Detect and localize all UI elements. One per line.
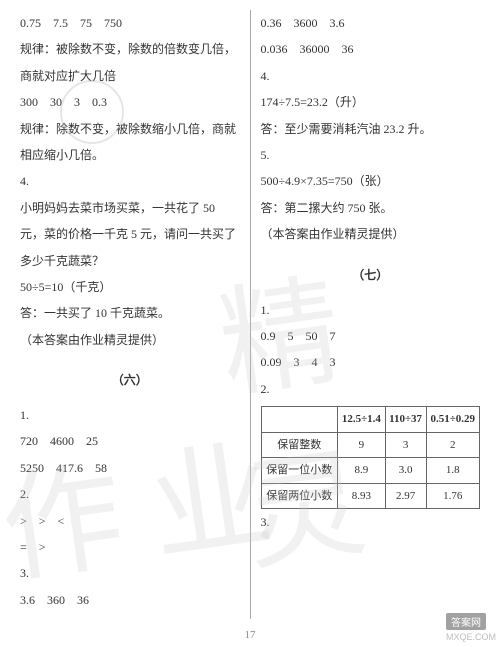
table-row-label: 保留整数	[261, 432, 338, 458]
text-line: 5250 417.6 58	[20, 455, 240, 481]
text-line: 3.6 360 36	[20, 587, 240, 613]
left-column: 0.75 7.5 75 750 规律：被除数不变，除数的倍数变几倍，商就对应扩大…	[12, 10, 248, 619]
table-cell: 1.8	[426, 458, 479, 484]
column-divider	[250, 10, 251, 619]
table-header-cell	[261, 407, 338, 433]
rounding-table: 12.5÷1.4 110÷37 0.51÷0.29 保留整数 9 3 2 保留一…	[261, 406, 481, 509]
table-cell: 8.9	[338, 458, 386, 484]
text-line: 1.	[20, 402, 240, 428]
table-cell: 2	[426, 432, 479, 458]
table-cell: 3.0	[385, 458, 426, 484]
text-line: 0.036 36000 36	[261, 36, 481, 62]
table-cell: 1.76	[426, 483, 479, 509]
text-line: 规律：被除数不变，除数的倍数变几倍，商就对应扩大几倍	[20, 36, 240, 89]
table-header-row: 12.5÷1.4 110÷37 0.51÷0.29	[261, 407, 480, 433]
text-line: 2.	[261, 376, 481, 402]
text-line: 3.	[20, 560, 240, 586]
table-cell: 9	[338, 432, 386, 458]
table-cell: 2.97	[385, 483, 426, 509]
table-row-label: 保留两位小数	[261, 483, 338, 509]
text-line: > > <	[20, 508, 240, 534]
text-line: 答：至少需要消耗汽油 23.2 升。	[261, 116, 481, 142]
table-header-cell: 12.5÷1.4	[338, 407, 386, 433]
text-line: （本答案由作业精灵提供）	[20, 327, 240, 353]
text-line: 0.75 7.5 75 750	[20, 10, 240, 36]
text-line: 300 30 3 0.3	[20, 89, 240, 115]
text-line: 0.36 3600 3.6	[261, 10, 481, 36]
table-cell: 3	[385, 432, 426, 458]
text-line: 答：一共买了 10 千克蔬菜。	[20, 300, 240, 326]
section-seven-title: （七）	[261, 266, 481, 283]
section-six-title: （六）	[20, 371, 240, 388]
text-line: 5.	[261, 142, 481, 168]
text-line: = >	[20, 534, 240, 560]
table-row: 保留一位小数 8.9 3.0 1.8	[261, 458, 480, 484]
text-line: 4.	[261, 63, 481, 89]
right-column: 0.36 3600 3.6 0.036 36000 36 4. 174÷7.5=…	[253, 10, 489, 619]
table-header-cell: 0.51÷0.29	[426, 407, 479, 433]
text-line: 174÷7.5=23.2（升）	[261, 89, 481, 115]
text-line: 3.	[261, 509, 481, 535]
table-row-label: 保留一位小数	[261, 458, 338, 484]
text-line: 0.09 3 4 3	[261, 349, 481, 375]
table-cell: 8.93	[338, 483, 386, 509]
text-line: 50÷5=10（千克）	[20, 274, 240, 300]
text-line: （本答案由作业精灵提供）	[261, 221, 481, 247]
text-line: 小明妈妈去菜市场买菜，一共花了 50 元，菜的价格一千克 5 元，请问一共买了多…	[20, 195, 240, 274]
page-number: 17	[0, 629, 500, 641]
page-container: 0.75 7.5 75 750 规律：被除数不变，除数的倍数变几倍，商就对应扩大…	[0, 0, 500, 647]
table-header-cell: 110÷37	[385, 407, 426, 433]
text-line: 1.	[261, 297, 481, 323]
text-line: 0.9 5 50 7	[261, 323, 481, 349]
site-badge: 答案网 MXQE.COM	[446, 613, 496, 643]
table-row: 保留整数 9 3 2	[261, 432, 480, 458]
text-line: 4.	[20, 168, 240, 194]
text-line: 答：第二摞大约 750 张。	[261, 195, 481, 221]
text-line: 720 4600 25	[20, 428, 240, 454]
badge-url: MXQE.COM	[446, 632, 496, 642]
text-line: 2.	[20, 481, 240, 507]
table-row: 保留两位小数 8.93 2.97 1.76	[261, 483, 480, 509]
badge-title: 答案网	[446, 613, 486, 630]
text-line: 规律：除数不变，被除数缩小几倍，商就相应缩小几倍。	[20, 116, 240, 169]
text-line: 500÷4.9×7.35=750（张）	[261, 168, 481, 194]
